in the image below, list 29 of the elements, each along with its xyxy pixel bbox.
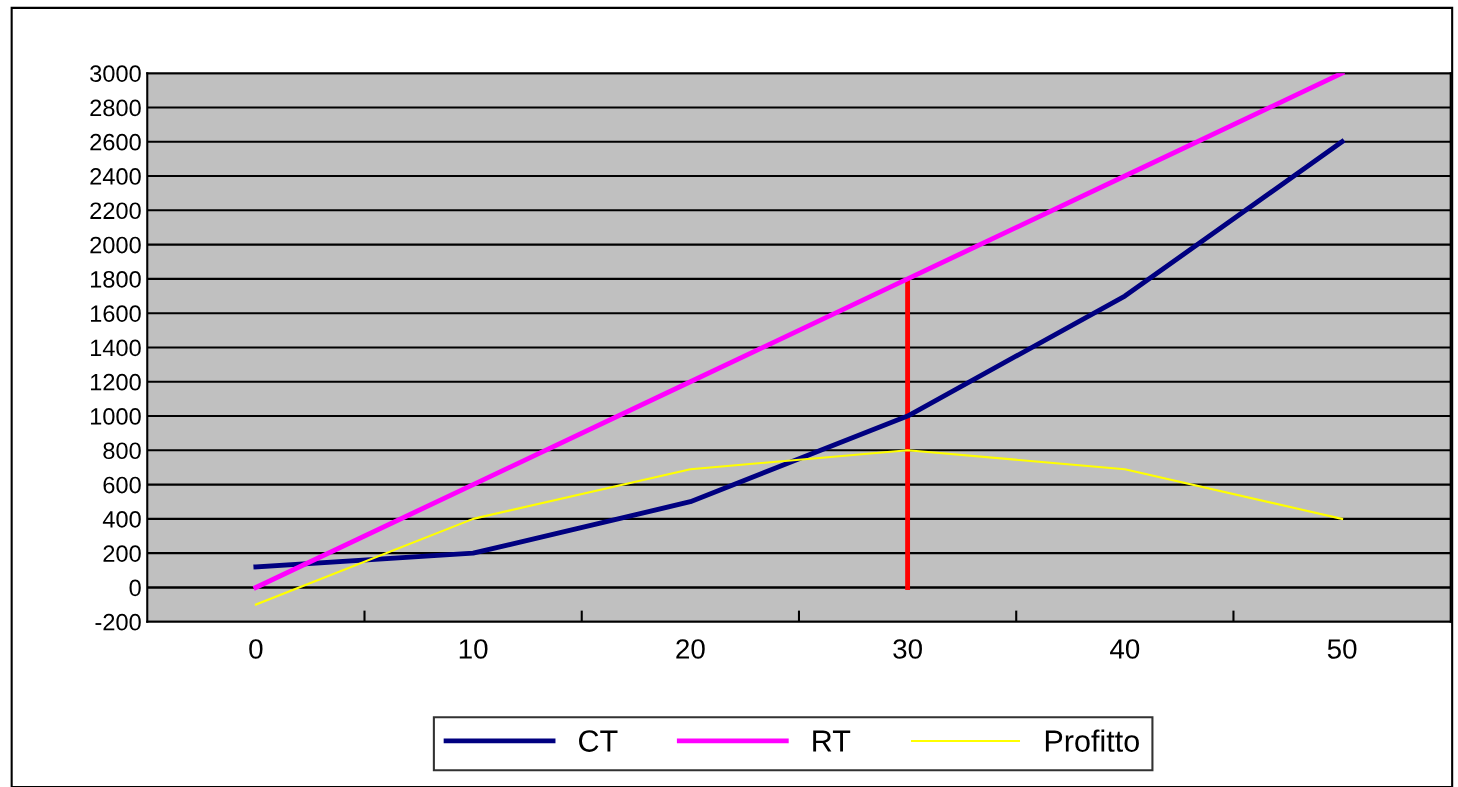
y-tick-label: 2800 [90,99,141,117]
line-series [253,73,1345,590]
y-tick-label: 1800 [90,270,141,288]
y-tick-label: 1400 [90,339,141,357]
y-tick-label: 2000 [90,236,141,254]
y-tick-label: 400 [102,510,141,528]
y-tick-label: 0 [129,579,141,597]
y-tick-label: 800 [103,442,141,460]
legend-label: CT [579,730,618,752]
x-tick-label: 0 [249,639,263,659]
x-tick-label: 30 [893,639,922,659]
line-series [253,139,1345,570]
y-tick-label: 3000 [90,65,141,82]
y-tick-label: 600 [103,476,141,494]
y-tick-label: 2400 [90,168,141,185]
y-tick-label: 200 [103,545,141,562]
x-tick-label: 10 [459,639,488,659]
legend-label: RT [813,730,851,752]
y-tick-label: 1200 [90,373,141,391]
y-tick-label: 2200 [90,202,141,220]
y-tick-label: -200 [95,613,141,631]
legend-label: Profitto [1045,729,1139,752]
x-tick-label: 50 [1327,639,1357,659]
x-tick-label: 20 [676,639,705,659]
y-tick-label: 2600 [90,133,141,151]
x-tick-label: 40 [1110,639,1140,659]
y-tick-label: 1000 [90,408,141,425]
line-series [254,449,1344,606]
y-tick-label: 1600 [90,305,141,322]
